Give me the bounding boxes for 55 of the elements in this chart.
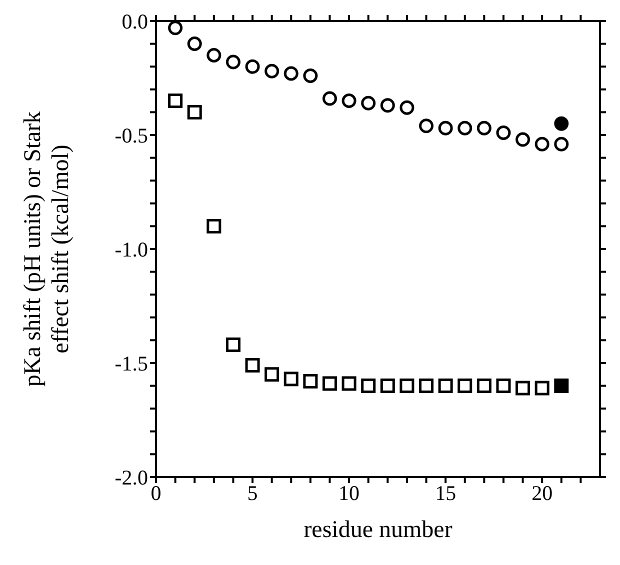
- point: [303, 68, 318, 83]
- point: [322, 376, 337, 391]
- x-tick-label: 0: [150, 480, 162, 505]
- point: [438, 120, 453, 136]
- x-tick-label: 10: [338, 480, 360, 505]
- point: [534, 380, 550, 396]
- point: [554, 378, 569, 394]
- point: [380, 378, 395, 394]
- point: [168, 94, 183, 108]
- point: [516, 380, 530, 396]
- point: [187, 36, 202, 52]
- point: [342, 94, 356, 108]
- point: [206, 218, 222, 234]
- point: [361, 96, 376, 110]
- y-tick-label: 0.0: [122, 9, 148, 34]
- point: [226, 338, 240, 352]
- point: [284, 66, 298, 81]
- point: [264, 367, 280, 382]
- point: [380, 98, 395, 113]
- point: [303, 374, 318, 388]
- point: [400, 100, 414, 115]
- point: [554, 116, 569, 131]
- y-axis-title: pKa shift (pH units) or Stark effect shift (kcal/mol): [20, 111, 74, 387]
- x-tick-label: 20: [532, 480, 553, 505]
- point: [496, 125, 511, 140]
- point: [322, 91, 337, 106]
- point: [458, 120, 472, 136]
- point: [342, 376, 356, 391]
- point: [361, 378, 376, 394]
- point: [400, 378, 414, 394]
- point: [206, 48, 222, 62]
- y-tick-label: -2.0: [114, 465, 148, 490]
- y-tick-label: -1.0: [114, 237, 148, 262]
- x-tick-label: 5: [247, 480, 258, 505]
- point: [476, 120, 492, 136]
- point: [284, 372, 298, 386]
- point: [496, 378, 511, 394]
- point: [516, 132, 530, 147]
- point: [438, 378, 453, 394]
- x-axis-title: residue number: [304, 517, 452, 543]
- point: [245, 358, 260, 373]
- point: [419, 378, 434, 394]
- y-tick-label: -1.5: [114, 351, 148, 376]
- point: [168, 21, 183, 36]
- point: [245, 59, 260, 74]
- point: [476, 378, 492, 394]
- point: [419, 118, 434, 134]
- point: [264, 64, 280, 78]
- x-tick-label: 15: [435, 480, 456, 505]
- y-tick-label: -0.5: [114, 123, 148, 148]
- point: [458, 378, 472, 394]
- point: [534, 136, 550, 152]
- point: [554, 136, 569, 152]
- point: [187, 104, 202, 120]
- point: [226, 54, 240, 70]
